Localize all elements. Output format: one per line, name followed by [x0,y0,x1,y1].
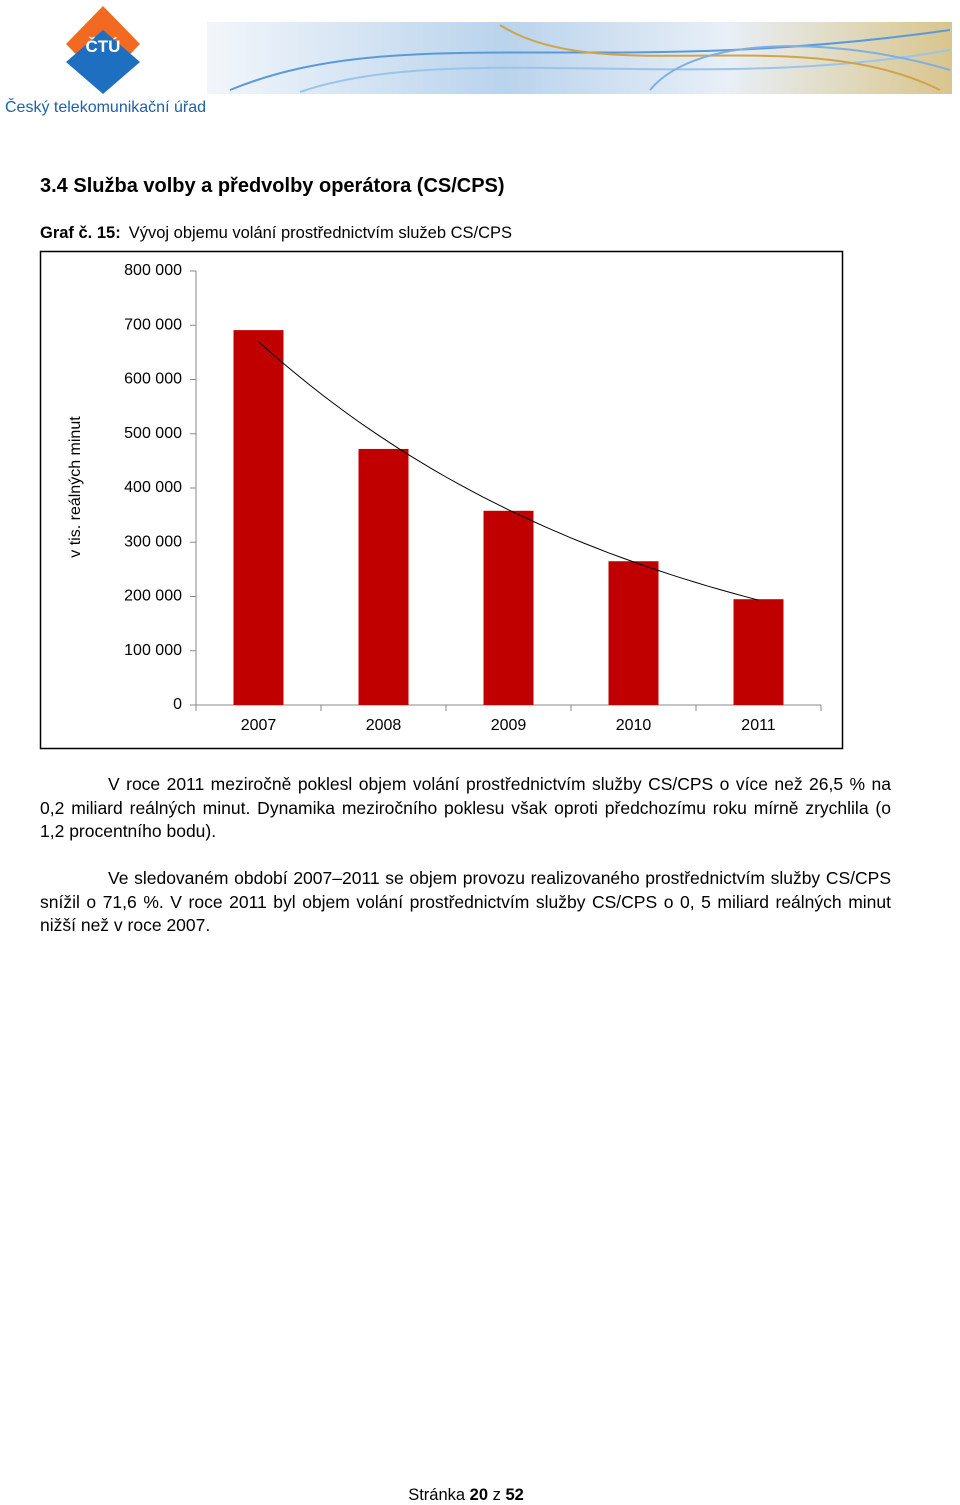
logo-shape [66,30,140,94]
y-tick-label: 100 000 [124,642,182,659]
y-tick-label: 200 000 [124,588,182,605]
y-tick-label: 400 000 [124,479,182,496]
footer: Stránka 20 z 52 [0,1486,932,1505]
figure-label: Graf č. 15: [40,224,121,242]
x-tick-label: 2009 [491,717,527,734]
logo-text: ČTÚ [86,37,121,56]
bar [483,510,534,705]
x-tick-label: 2007 [241,717,277,734]
footer-text: z [492,1486,501,1504]
banner-decoration [229,24,951,93]
bar [233,330,284,705]
y-tick-label: 500 000 [124,425,182,442]
bar [733,599,784,705]
x-tick-label: 2010 [616,717,652,734]
paragraph: Ve sledovaném období 2007–2011 se objem … [40,868,891,935]
y-tick-label: 600 000 [124,371,182,388]
y-tick-label: 0 [173,696,182,713]
x-tick-label: 2011 [741,717,776,734]
paragraph: V roce 2011 meziročně poklesl objem volá… [40,774,891,841]
page-number: 20 [469,1486,489,1504]
y-tick-label: 300 000 [124,533,182,550]
page-total: 52 [505,1486,524,1504]
org-name: Český telekomunikační úřad [5,97,206,116]
banner [207,22,952,94]
bar [608,561,659,705]
chart: v tis. reálných minut 0 100 000 200 000 300… [39,250,844,750]
y-axis-label: v tis. reálných minut [67,416,84,558]
x-tick-label: 2008 [366,717,402,734]
figure-title: Vývoj objemu volání prostřednictvím služ… [128,224,513,242]
chart-border [39,250,844,750]
y-tick-label: 700 000 [124,316,182,333]
figure-caption: Graf č. 15: Vývoj objemu volání prostředn… [40,224,512,243]
y-tick-label: 800 000 [124,262,182,279]
footer-text: Stránka [408,1486,466,1504]
trendline [258,341,759,601]
bar [358,448,409,705]
section-title: 3.4 Služba volby a předvolby operátora (… [40,175,505,197]
header: ČTÚ Český telekomunikační úřad [5,6,952,116]
